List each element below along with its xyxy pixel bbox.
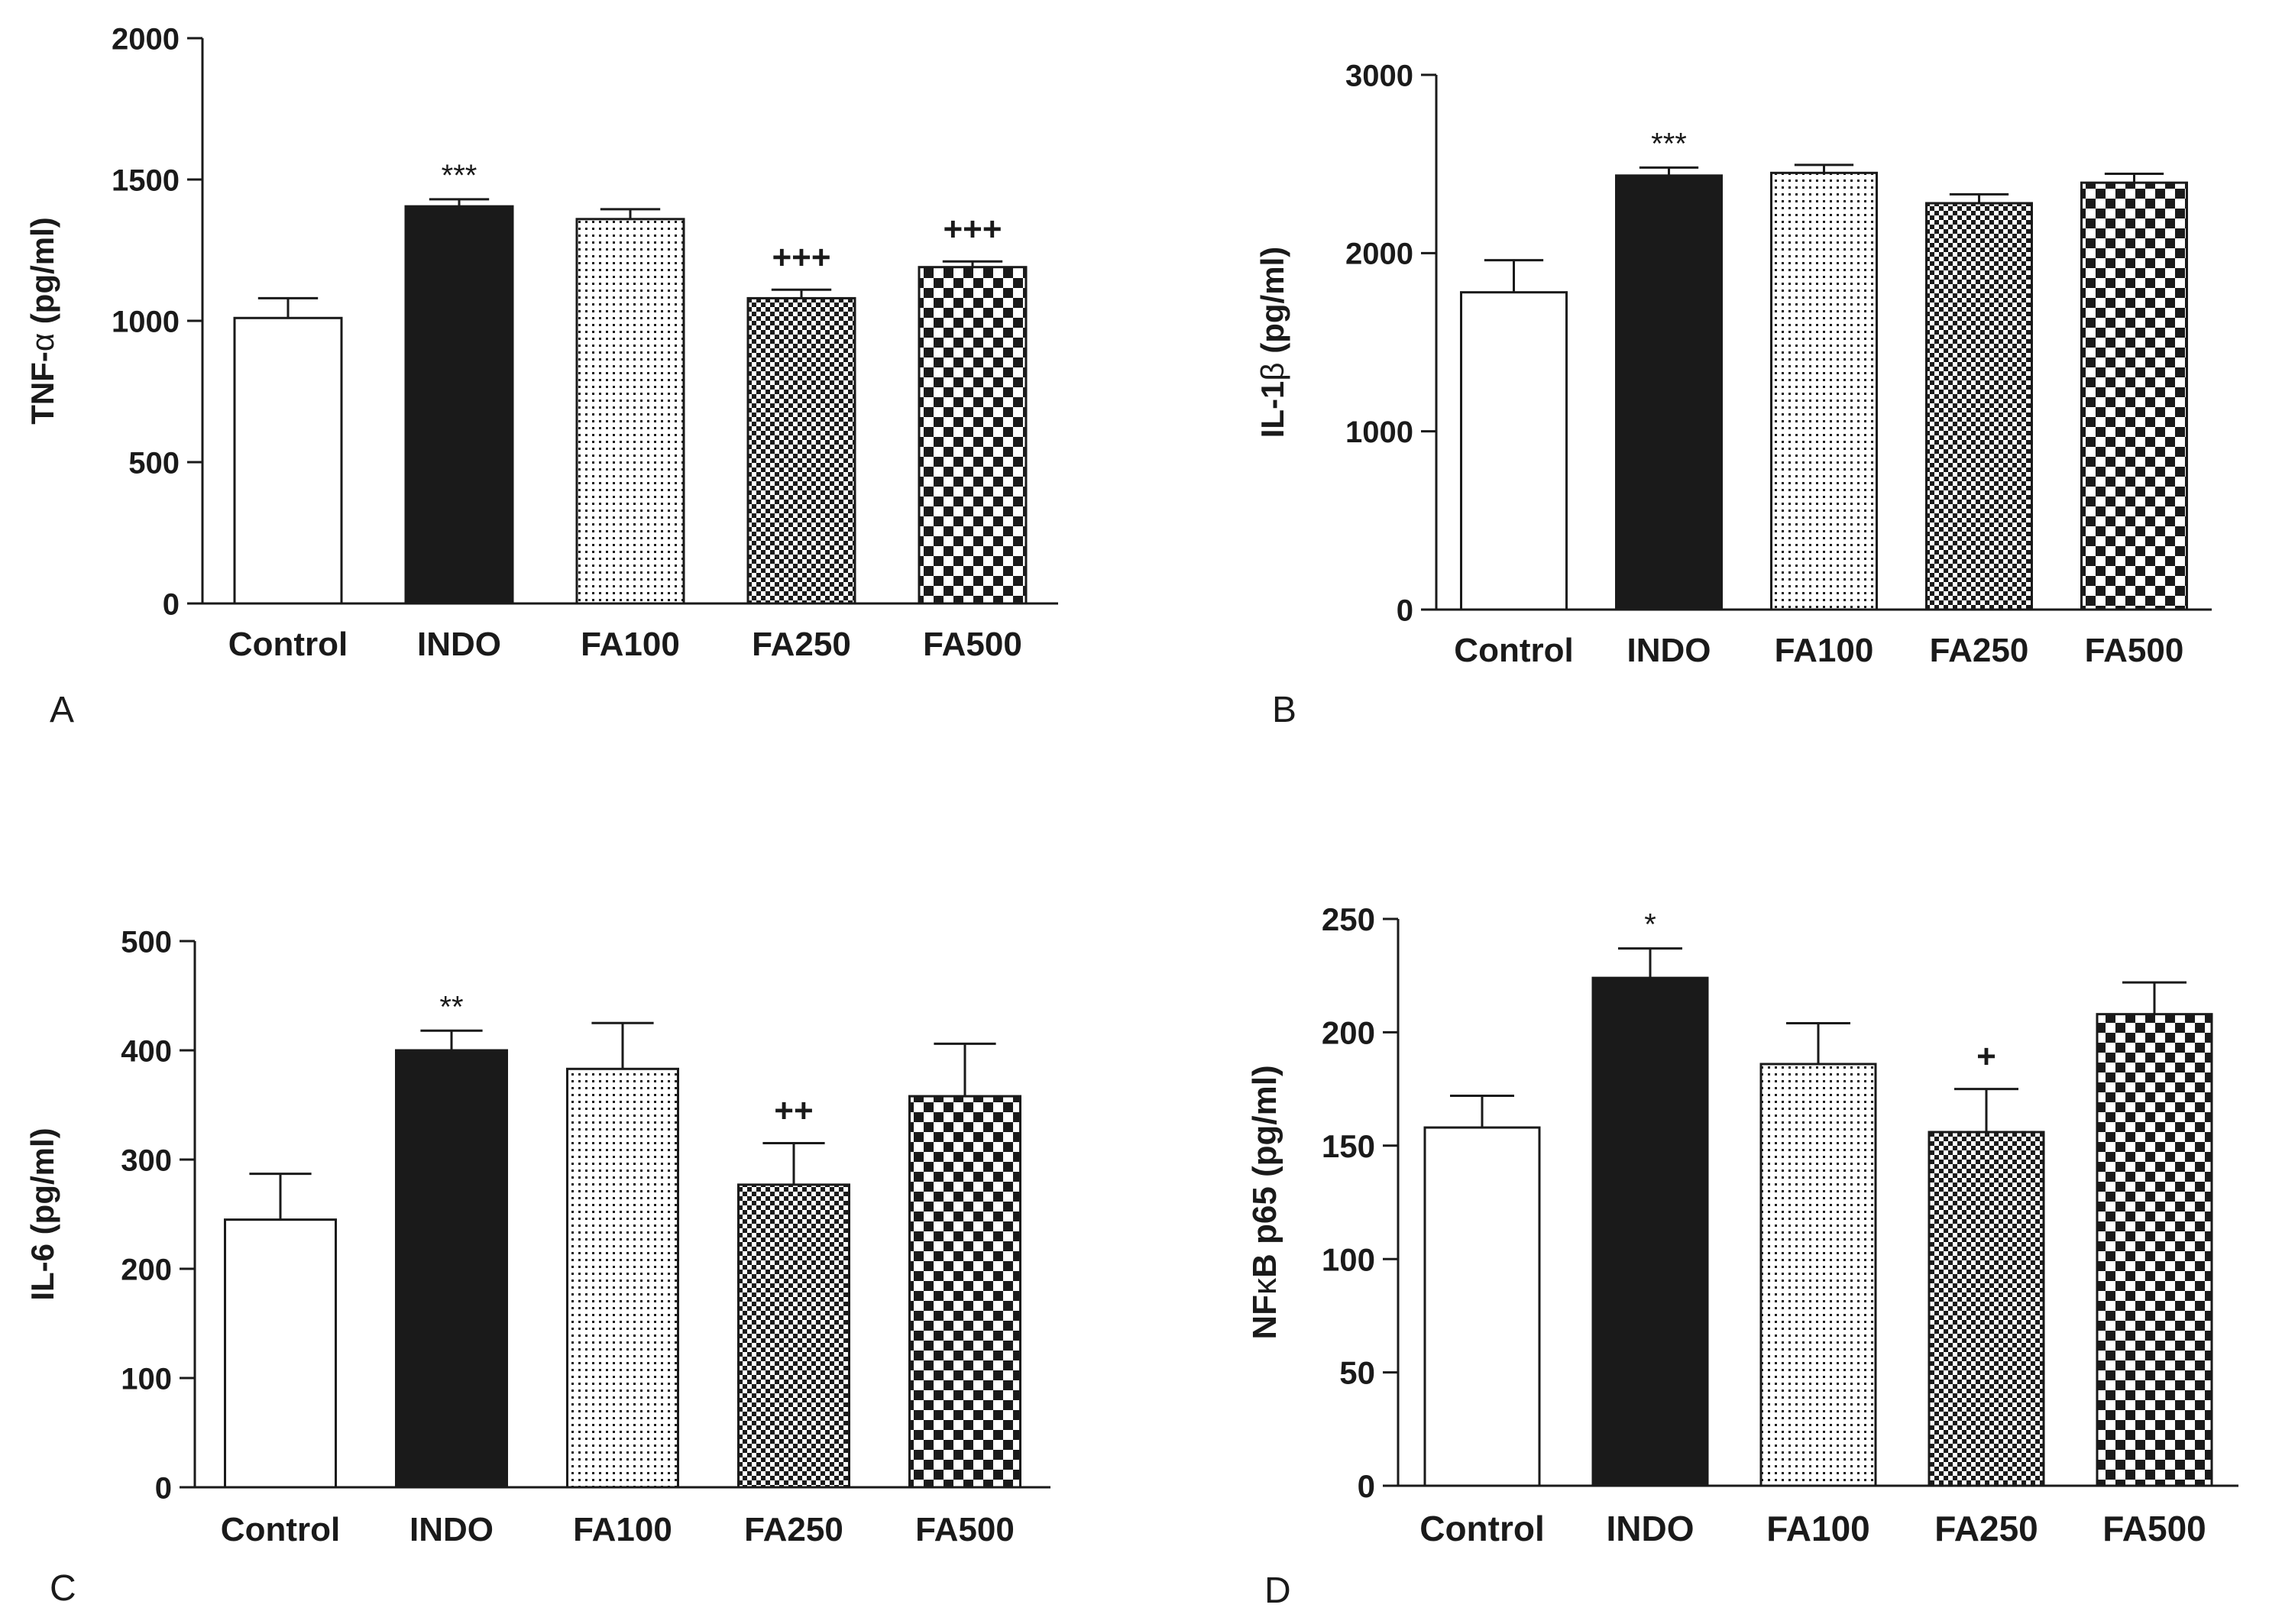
y-tick-label: 1000	[1345, 416, 1413, 449]
y-tick-label: 100	[121, 1362, 172, 1396]
bar-indo	[395, 1049, 508, 1489]
x-category-label: FA250	[1934, 1509, 2038, 1548]
bar-fa100	[575, 218, 685, 605]
bar-fa100	[1759, 1063, 1877, 1487]
y-tick-label: 200	[1322, 1015, 1375, 1051]
panel-letter: D	[1264, 1571, 1291, 1611]
bar-fa500	[918, 266, 1028, 605]
x-category-label: Control	[221, 1511, 340, 1548]
y-tick-label: 500	[128, 446, 180, 480]
panel-c-il-6-chart: 0 100 200 300 400 500 IL-6 (pg/ml) Control INDO *…	[24, 925, 1050, 1609]
y-axis-title-part: TNF-	[24, 351, 60, 425]
bar-indo	[404, 205, 514, 605]
x-category-label: FA250	[752, 626, 851, 663]
significance-annotation: +++	[772, 238, 830, 276]
y-tick-label: 2000	[1345, 238, 1413, 271]
x-category-label: INDO	[409, 1511, 494, 1548]
y-axis-title-part: α	[24, 333, 60, 351]
y-axis-title-part: NF	[1246, 1295, 1283, 1340]
x-category-label: FA500	[2085, 632, 2184, 669]
significance-annotation: *	[1644, 908, 1656, 942]
significance-annotation: ***	[442, 159, 477, 192]
x-category-label: FA500	[923, 626, 1022, 663]
significance-annotation: **	[439, 990, 463, 1024]
bar-fa500	[908, 1095, 1021, 1489]
y-axis-title: NFκB p65 (pg/ml)	[1246, 1065, 1283, 1339]
y-tick-label: 0	[1358, 1468, 1375, 1504]
x-category-label: INDO	[1607, 1509, 1695, 1548]
y-axis-title-part: B p65 (pg/ml)	[1246, 1065, 1283, 1278]
bar-fa250	[1925, 202, 2033, 611]
bar-fa500	[2096, 1013, 2213, 1487]
x-category-label: FA250	[1930, 632, 2029, 669]
y-tick-label: 400	[121, 1034, 172, 1068]
y-tick-label: 1500	[112, 163, 180, 197]
panel-d-nfkb-p65-chart: 0 50 100 150 200 250 NFκB p65 (pg/ml) Control IN…	[1246, 901, 2238, 1611]
y-tick-label: 0	[1397, 594, 1413, 627]
bar-control	[1423, 1126, 1541, 1487]
y-axis-title-part: β	[1254, 362, 1290, 380]
y-tick-label: 0	[155, 1471, 172, 1505]
significance-annotation: ***	[1651, 127, 1687, 160]
bar-fa500	[2080, 181, 2188, 611]
x-category-label: FA500	[915, 1511, 1015, 1548]
y-axis-title: IL-6 (pg/ml)	[24, 1127, 60, 1300]
y-tick-label: 500	[121, 925, 172, 959]
y-axis-title: IL-1β (pg/ml)	[1254, 247, 1290, 438]
x-category-label: INDO	[1627, 632, 1711, 669]
bar-control	[1460, 291, 1568, 611]
x-category-label: FA100	[573, 1511, 672, 1548]
y-tick-label: 1000	[112, 305, 180, 338]
significance-annotation: +++	[943, 210, 1002, 247]
y-axis-title-part: (pg/ml)	[24, 217, 60, 333]
x-category-label: FA100	[581, 626, 680, 663]
bar-control	[233, 316, 343, 605]
y-axis-title-part: κ	[1246, 1277, 1283, 1295]
bar-indo	[1591, 976, 1709, 1487]
y-tick-label: 0	[163, 587, 180, 621]
y-tick-label: 2000	[112, 22, 180, 56]
bar-fa100	[1770, 171, 1878, 611]
y-axis-title: TNF-α (pg/ml)	[24, 217, 60, 425]
panel-letter: A	[50, 690, 74, 730]
x-category-label: Control	[1454, 632, 1573, 669]
panel-letter: B	[1272, 690, 1296, 730]
x-category-label: Control	[228, 626, 348, 663]
y-axis-title-part: IL-6 (pg/ml)	[24, 1127, 60, 1300]
y-axis-title-part: IL-1	[1254, 381, 1290, 438]
x-category-label: Control	[1419, 1509, 1545, 1548]
bar-fa250	[1928, 1131, 2045, 1487]
x-category-label: FA100	[1775, 632, 1874, 669]
panel-b-il-1beta-chart: 0 1000 2000 3000 IL-1β (pg/ml) Control INDO ***…	[1254, 59, 2212, 730]
bar-fa250	[737, 1183, 850, 1489]
y-tick-label: 300	[121, 1144, 172, 1177]
significance-annotation: +	[1976, 1038, 1996, 1076]
panel-a-tnf-alpha-chart: 0 500 1000 1500 2000 TNF-α (pg/ml) Control INDO…	[24, 22, 1058, 730]
y-tick-label: 100	[1322, 1241, 1375, 1277]
y-tick-label: 250	[1322, 901, 1375, 937]
x-category-label: FA250	[744, 1511, 843, 1548]
significance-annotation: ++	[774, 1092, 813, 1130]
bar-fa250	[746, 296, 856, 605]
panel-letter: C	[50, 1568, 76, 1609]
y-axis-title-part: (pg/ml)	[1254, 247, 1290, 363]
y-tick-label: 150	[1322, 1128, 1375, 1164]
y-tick-label: 3000	[1345, 59, 1413, 92]
y-tick-label: 50	[1339, 1355, 1375, 1391]
y-tick-label: 200	[121, 1253, 172, 1286]
x-category-label: INDO	[417, 626, 501, 663]
bar-control	[224, 1218, 337, 1489]
x-category-label: FA100	[1766, 1509, 1870, 1548]
x-category-label: FA500	[2102, 1509, 2206, 1548]
bar-fa100	[566, 1067, 679, 1489]
bar-indo	[1615, 174, 1723, 611]
